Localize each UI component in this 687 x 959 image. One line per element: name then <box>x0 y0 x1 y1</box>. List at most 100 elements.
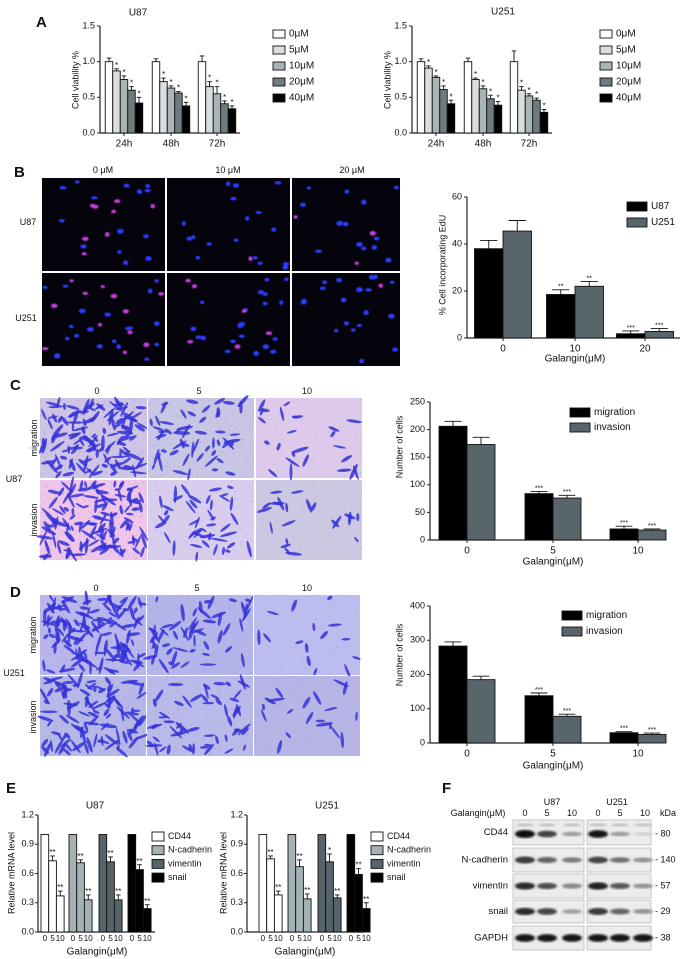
membrane-pore <box>214 479 216 481</box>
membrane-pore <box>360 547 362 549</box>
membrane-pore <box>41 752 43 754</box>
membrane-pore <box>76 481 78 483</box>
membrane-pore <box>121 607 123 609</box>
membrane-pore <box>168 519 170 521</box>
stained-cell <box>110 455 127 459</box>
membrane-pore <box>175 745 177 747</box>
stained-cell <box>284 547 291 554</box>
stained-cell <box>187 726 200 732</box>
membrane-pore <box>328 435 330 437</box>
stained-cell <box>81 426 86 435</box>
cell-nucleus <box>147 288 153 294</box>
membrane-pore <box>139 516 141 518</box>
membrane-pore <box>170 605 172 607</box>
membrane-pore <box>245 481 247 483</box>
membrane-pore <box>53 632 55 634</box>
stained-cell <box>73 619 80 627</box>
membrane-pore <box>264 733 266 735</box>
membrane-pore <box>98 510 100 512</box>
membrane-pore <box>87 481 89 483</box>
membrane-pore <box>82 458 84 460</box>
stained-cell <box>112 537 120 544</box>
cell-nucleus <box>69 279 74 283</box>
membrane-pore <box>168 738 170 740</box>
membrane-pore <box>230 660 232 662</box>
membrane-pore <box>199 691 201 693</box>
membrane-pore <box>263 599 265 601</box>
membrane-pore <box>193 600 195 602</box>
cell-nucleus <box>78 308 86 314</box>
membrane-pore <box>81 663 83 665</box>
membrane-pore <box>134 468 136 470</box>
membrane-pore <box>251 501 253 503</box>
membrane-pore <box>62 658 64 660</box>
stained-cell <box>172 440 187 450</box>
stained-cell <box>88 406 96 412</box>
membrane-pore <box>70 509 72 511</box>
membrane-pore <box>131 534 133 536</box>
membrane-pore <box>114 728 116 730</box>
membrane-pore <box>61 400 63 402</box>
membrane-pore <box>73 666 75 668</box>
membrane-pore <box>68 731 70 733</box>
bar <box>431 76 441 134</box>
membrane-pore <box>164 444 166 446</box>
membrane-pore <box>49 512 51 514</box>
membrane-pore <box>203 649 205 651</box>
membrane-pore <box>67 419 69 421</box>
membrane-pore <box>242 511 244 513</box>
protein-band <box>610 908 630 915</box>
cell-nucleus <box>54 353 60 359</box>
membrane-pore <box>187 541 189 543</box>
membrane-pore <box>63 493 65 495</box>
stained-cell <box>127 731 133 742</box>
stained-cell <box>199 746 209 749</box>
stained-cell <box>132 547 141 555</box>
membrane-pore <box>260 662 262 664</box>
membrane-pore <box>226 746 228 748</box>
membrane-pore <box>246 548 248 550</box>
membrane-pore <box>245 696 247 698</box>
membrane-pore <box>174 622 176 624</box>
x-tick-label: 5 <box>268 934 273 943</box>
membrane-pore <box>46 453 48 455</box>
membrane-pore <box>203 705 205 707</box>
membrane-pore <box>50 499 52 501</box>
stained-cell <box>103 708 110 717</box>
membrane-pore <box>116 722 118 724</box>
cell-nucleus <box>81 236 89 241</box>
blot-row-label: CD44 <box>484 827 508 838</box>
membrane-pore <box>114 662 116 664</box>
bar <box>325 861 334 933</box>
protein-band <box>515 907 535 916</box>
membrane-pore <box>83 486 85 488</box>
membrane-pore <box>113 708 115 710</box>
bar <box>332 897 342 933</box>
membrane-pore <box>180 646 182 648</box>
membrane-pore <box>201 707 203 709</box>
membrane-pore <box>125 557 127 559</box>
stained-cell <box>158 716 168 719</box>
stained-cell <box>86 737 93 753</box>
membrane-pore <box>148 636 150 638</box>
membrane-pore <box>39 684 41 686</box>
membrane-pore <box>356 752 358 754</box>
stained-cell <box>220 493 229 497</box>
membrane-pore <box>103 680 105 682</box>
membrane-pore <box>146 531 148 533</box>
micrograph-background <box>292 273 400 366</box>
bar <box>302 898 312 933</box>
significance-mark: * <box>474 70 477 79</box>
membrane-pore <box>268 605 270 607</box>
membrane-pore <box>104 685 106 687</box>
stained-cell <box>119 450 122 458</box>
membrane-pore <box>359 661 361 663</box>
membrane-pore <box>246 533 248 535</box>
membrane-pore <box>176 608 178 610</box>
stained-cell <box>256 507 272 513</box>
legend-swatch <box>599 29 613 39</box>
membrane-pore <box>244 631 246 633</box>
stained-cell <box>117 488 122 502</box>
membrane-pore <box>103 462 105 464</box>
membrane-pore <box>81 602 83 604</box>
